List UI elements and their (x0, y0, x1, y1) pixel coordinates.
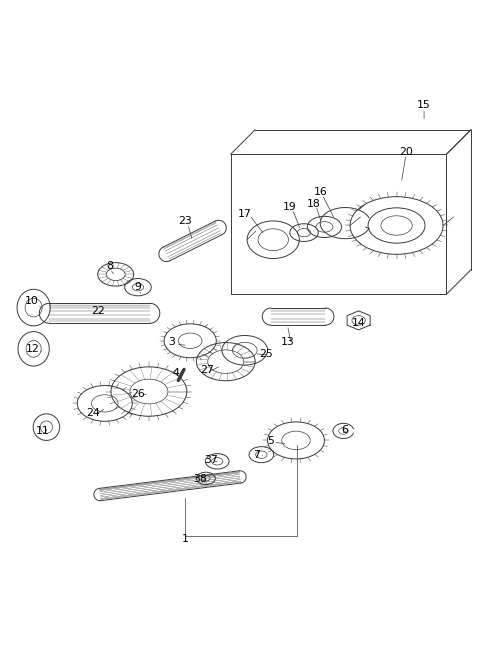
Text: 9: 9 (134, 282, 142, 292)
Text: 1: 1 (182, 534, 189, 544)
Text: 17: 17 (238, 209, 252, 219)
Text: 12: 12 (25, 344, 39, 354)
Text: 19: 19 (283, 202, 297, 212)
Text: 14: 14 (352, 318, 365, 328)
Text: 5: 5 (267, 436, 274, 446)
Text: 25: 25 (259, 348, 273, 358)
Text: 38: 38 (193, 474, 206, 484)
Text: 15: 15 (417, 100, 431, 111)
Text: 18: 18 (307, 199, 321, 209)
Text: 23: 23 (179, 215, 192, 226)
Text: 10: 10 (25, 297, 39, 307)
Text: 22: 22 (91, 306, 105, 316)
Text: 4: 4 (172, 367, 180, 377)
Text: 27: 27 (200, 365, 214, 375)
Text: 13: 13 (281, 337, 294, 346)
Text: 11: 11 (36, 426, 50, 436)
Text: 26: 26 (131, 389, 145, 399)
Text: 24: 24 (86, 408, 100, 418)
Text: 20: 20 (399, 147, 413, 157)
Text: 16: 16 (314, 187, 327, 197)
Text: 8: 8 (106, 261, 113, 271)
Text: 6: 6 (341, 424, 348, 434)
Text: 7: 7 (253, 449, 260, 460)
Text: 37: 37 (204, 455, 218, 465)
Text: 3: 3 (168, 337, 175, 346)
